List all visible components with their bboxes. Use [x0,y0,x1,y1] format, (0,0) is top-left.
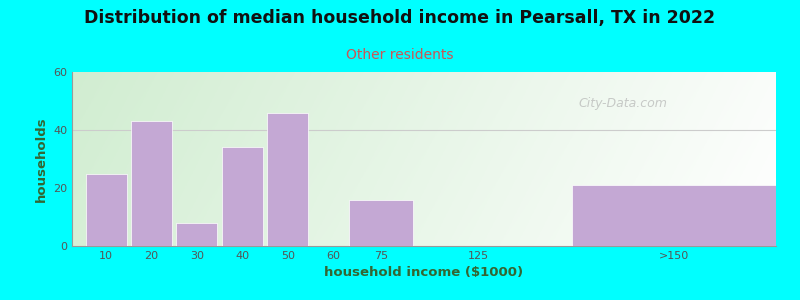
Text: Distribution of median household income in Pearsall, TX in 2022: Distribution of median household income … [85,9,715,27]
Y-axis label: households: households [34,116,47,202]
Bar [267,112,308,246]
Text: Other residents: Other residents [346,48,454,62]
Bar [131,121,172,246]
Bar [349,200,413,246]
Text: City-Data.com: City-Data.com [579,97,668,110]
Bar [86,173,126,246]
Bar [572,185,776,246]
X-axis label: household income ($1000): household income ($1000) [325,266,523,279]
Bar [222,147,262,246]
Bar [177,223,218,246]
